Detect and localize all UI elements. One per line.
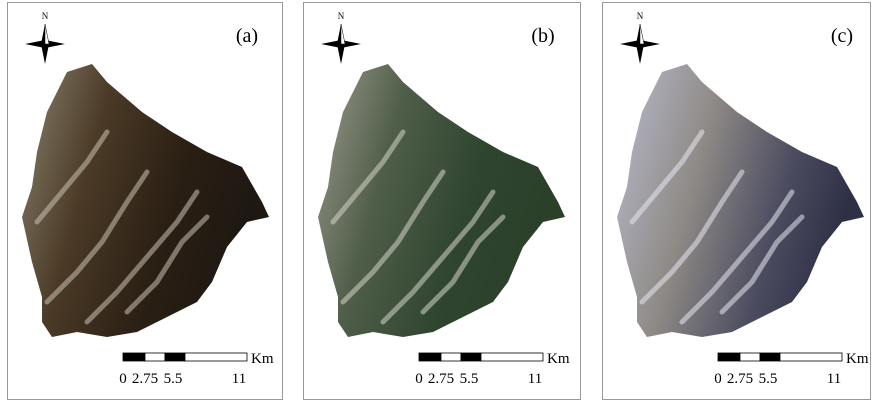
scale-label: 11 (232, 371, 246, 387)
scale-segment (460, 352, 482, 362)
scale-segment (144, 352, 166, 362)
north-label: N (637, 11, 644, 21)
ridge (84, 189, 200, 325)
scale-segment (759, 352, 781, 362)
north-arrow (44, 23, 50, 45)
scale-unit: Km (547, 351, 570, 367)
ridge (330, 129, 406, 225)
scale-segment (440, 352, 462, 362)
scale-segment (480, 352, 544, 362)
terrain (318, 64, 565, 337)
scale-label: 2.75 (727, 371, 753, 387)
scale-segment (779, 352, 843, 362)
ridge (719, 214, 805, 315)
map-panel: N (b) 0 2.75 5.5 11 Km (303, 2, 581, 400)
panel-label: (b) (531, 25, 554, 47)
ridge (420, 214, 506, 315)
scale-segment (164, 352, 186, 362)
scale-label: 5.5 (460, 371, 479, 387)
north-arrow (639, 23, 645, 45)
scale-label: 0 (714, 371, 722, 387)
scale-label: 2.75 (132, 371, 158, 387)
panel-label: (c) (831, 25, 853, 47)
ridge (629, 129, 705, 225)
ridge (34, 129, 110, 225)
terrain (617, 64, 864, 337)
scale-segment (418, 352, 442, 362)
scale-label: 2.75 (428, 371, 454, 387)
north-label: N (42, 11, 49, 21)
north-arrow (340, 23, 346, 45)
ridge (44, 169, 150, 305)
north-label: N (338, 11, 345, 21)
scale-segment (122, 352, 146, 362)
scale-label: 5.5 (164, 371, 183, 387)
scale-label: 0 (415, 371, 423, 387)
scale-unit: Km (846, 351, 869, 367)
map-panel: N (a) 0 2.75 5.5 11 Km (7, 2, 283, 400)
ridge (124, 214, 210, 315)
scale-label: 5.5 (759, 371, 778, 387)
map-panel: N (c) 0 2.75 5.5 11 Km (602, 2, 871, 400)
ridge (340, 169, 446, 305)
ridge (380, 189, 496, 325)
scale-segment (739, 352, 761, 362)
scale-unit: Km (251, 351, 274, 367)
scale-segment (184, 352, 248, 362)
ridge (679, 189, 795, 325)
ridge (639, 169, 745, 305)
scale-segment (717, 352, 741, 362)
scale-label: 11 (528, 371, 542, 387)
panel-label: (a) (236, 25, 258, 47)
scale-label: 11 (827, 371, 841, 387)
scale-label: 0 (119, 371, 127, 387)
terrain (22, 64, 269, 337)
